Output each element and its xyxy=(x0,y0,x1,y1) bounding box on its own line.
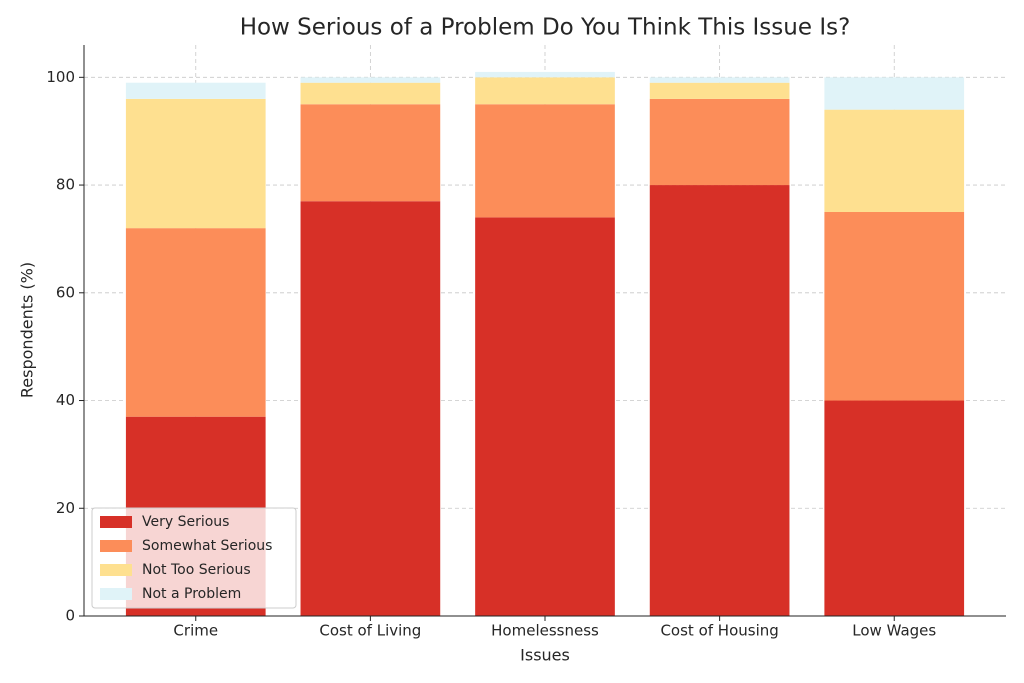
y-tick-label: 20 xyxy=(56,499,75,517)
y-tick-label: 60 xyxy=(56,283,75,301)
legend-box xyxy=(91,507,297,609)
legend-label: Very Serious xyxy=(142,514,229,530)
legend-label: Not Too Serious xyxy=(142,562,251,578)
y-tick-label: 80 xyxy=(56,176,75,194)
x-tick-label: Cost of Housing xyxy=(660,622,778,640)
x-tick-label: Low Wages xyxy=(852,622,936,640)
bar-segment xyxy=(300,201,441,616)
legend-label: Somewhat Serious xyxy=(142,538,272,554)
y-axis-label: Respondents (%) xyxy=(18,262,37,398)
bar-segment xyxy=(649,82,790,99)
x-tick-label: Homelessness xyxy=(491,622,599,640)
y-tick-label: 0 xyxy=(65,607,75,625)
bars xyxy=(125,71,965,616)
legend: Very Serious Somewhat Serious Not Too Seri… xyxy=(91,507,297,609)
bar-segment xyxy=(649,77,790,83)
chart-title: How Serious of a Problem Do You Think Th… xyxy=(240,15,851,41)
bar-segment xyxy=(649,98,790,186)
legend-swatch xyxy=(100,564,132,576)
bar-segment xyxy=(475,104,615,218)
bar-segment xyxy=(824,109,965,212)
bar-segment xyxy=(824,77,965,110)
legend-swatch xyxy=(100,540,132,552)
bar-segment xyxy=(475,77,615,105)
bar-segment xyxy=(125,82,266,99)
axes: 0 20 40 60 80 100 Crime Cost of Living Homelessn… xyxy=(46,45,1006,640)
x-tick-label: Crime xyxy=(173,622,218,640)
bar-segment xyxy=(649,185,790,616)
bar-segment xyxy=(300,77,441,83)
x-tick-label: Cost of Living xyxy=(319,622,421,640)
bar-segment xyxy=(475,71,615,78)
legend-label: Not a Problem xyxy=(142,586,241,602)
y-tick-label: 100 xyxy=(46,68,75,86)
bar-segment xyxy=(125,98,266,229)
bar-segment xyxy=(300,82,441,105)
bar-segment xyxy=(300,104,441,202)
legend-swatch xyxy=(100,516,132,528)
x-axis-label: Issues xyxy=(520,646,570,665)
legend-swatch xyxy=(100,588,132,600)
bar-segment xyxy=(824,400,965,616)
bar-segment xyxy=(125,228,266,417)
bar-segment xyxy=(824,211,965,401)
y-tick-label: 40 xyxy=(56,391,75,409)
bar-segment xyxy=(475,217,615,616)
